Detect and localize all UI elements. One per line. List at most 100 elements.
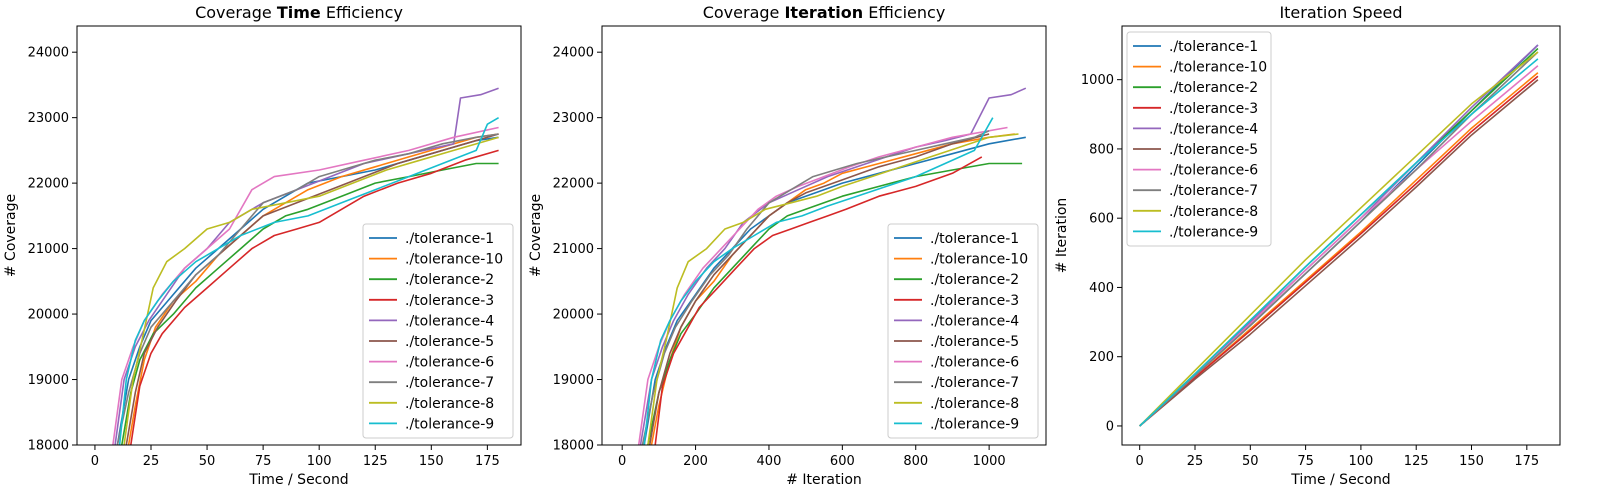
x-tick-label: 150 xyxy=(419,454,444,469)
legend-entry: ./tolerance-9 xyxy=(930,416,1019,432)
x-tick-label: 100 xyxy=(1348,454,1373,469)
y-tick-label: 21000 xyxy=(28,242,69,257)
x-tick-label: 175 xyxy=(475,454,500,469)
legend-box xyxy=(1126,31,1272,247)
legend-box xyxy=(887,223,1039,439)
y-tick-label: 600 xyxy=(1089,212,1114,227)
chart-title: Coverage Iteration Efficiency xyxy=(703,3,946,22)
legend-entry: ./tolerance-5 xyxy=(405,334,494,350)
x-tick-label: 800 xyxy=(903,454,928,469)
legend-entry: ./tolerance-6 xyxy=(930,355,1019,371)
chart-title-part: Coverage xyxy=(703,3,785,22)
legend-entry: ./tolerance-3 xyxy=(405,293,494,309)
y-tick-label: 200 xyxy=(1089,350,1114,365)
legend: ./tolerance-1 ./tolerance-10 ./tolerance-2… xyxy=(362,223,514,439)
legend-entry: ./tolerance-10 xyxy=(405,252,503,268)
legend-entry: ./tolerance-3 xyxy=(930,293,1019,309)
series-line-tolerance-7 xyxy=(1139,51,1539,427)
y-tick-label: 1000 xyxy=(1081,73,1114,88)
x-tick-label: 125 xyxy=(1404,454,1429,469)
series-line-tolerance-7 xyxy=(116,133,499,445)
legend-entry: ./tolerance-2 xyxy=(930,272,1019,288)
chart-title-bold: Time xyxy=(277,3,321,22)
plot-frame xyxy=(601,25,1047,446)
x-tick-label: 150 xyxy=(1459,454,1484,469)
y-tick-label: 18000 xyxy=(553,439,594,454)
chart-title: Iteration Speed xyxy=(1279,3,1402,22)
legend-entry: ./tolerance-3 xyxy=(1169,101,1258,117)
y-tick-label: 400 xyxy=(1089,281,1114,296)
chart-title-part: Efficiency xyxy=(321,3,403,22)
y-tick-label: 19000 xyxy=(28,373,69,388)
chart-title-part: Iteration Speed xyxy=(1279,3,1402,22)
series-line-tolerance-2 xyxy=(121,162,499,445)
legend-entry: ./tolerance-2 xyxy=(405,272,494,288)
legend-entry: ./tolerance-4 xyxy=(405,313,494,329)
legend-entry: ./tolerance-10 xyxy=(1169,60,1267,76)
x-tick-label: 50 xyxy=(1242,454,1259,469)
chart-title-bold: Iteration xyxy=(784,3,863,22)
legend-entry: ./tolerance-6 xyxy=(1169,163,1258,179)
series-line-tolerance-5 xyxy=(1139,79,1539,427)
x-axis-label: Time / Second xyxy=(248,472,348,488)
x-tick-label: 100 xyxy=(307,454,332,469)
x-tick-label: 0 xyxy=(618,454,626,469)
series-line-tolerance-5 xyxy=(648,133,990,445)
legend-entry: ./tolerance-1 xyxy=(930,231,1019,247)
y-tick-label: 20000 xyxy=(553,308,594,323)
y-tick-label: 24000 xyxy=(553,46,594,61)
series-line-tolerance-3 xyxy=(130,149,499,445)
chart-panel-3: 0 25 50 75 100 125 150 175 0 200 400 600 800 1000 Time… xyxy=(1054,3,1561,488)
legend-entry: ./tolerance-8 xyxy=(405,396,494,412)
y-tick-label: 23000 xyxy=(553,111,594,126)
x-tick-label: 25 xyxy=(143,454,160,469)
series-line-tolerance-5 xyxy=(125,133,499,445)
chart-title-part: Efficiency xyxy=(863,3,945,22)
x-tick-label: 125 xyxy=(363,454,388,469)
series-lines xyxy=(1139,44,1539,427)
y-tick-label: 21000 xyxy=(553,242,594,257)
y-tick-label: 23000 xyxy=(28,111,69,126)
legend-entry: ./tolerance-10 xyxy=(930,252,1028,268)
x-tick-label: 0 xyxy=(91,454,99,469)
y-axis-label: # Coverage xyxy=(528,194,544,277)
series-line-tolerance-8 xyxy=(1139,51,1539,427)
y-tick-label: 20000 xyxy=(28,308,69,323)
legend-entry: ./tolerance-5 xyxy=(1169,142,1258,158)
legend-entry: ./tolerance-5 xyxy=(930,334,1019,350)
y-tick-label: 22000 xyxy=(28,177,69,192)
legend-entry: ./tolerance-7 xyxy=(405,375,494,391)
series-line-tolerance-9 xyxy=(118,117,500,445)
y-tick-label: 22000 xyxy=(553,177,594,192)
x-tick-label: 50 xyxy=(199,454,216,469)
legend-entry: ./tolerance-9 xyxy=(405,416,494,432)
y-tick-label: 800 xyxy=(1089,142,1114,157)
legend-box xyxy=(362,223,514,439)
legend-entry: ./tolerance-9 xyxy=(1169,224,1258,240)
legend-entry: ./tolerance-4 xyxy=(1169,121,1258,137)
legend-entry: ./tolerance-1 xyxy=(405,231,494,247)
series-line-tolerance-3 xyxy=(654,156,983,445)
x-tick-label: 25 xyxy=(1187,454,1204,469)
chart-title-part: Coverage xyxy=(195,3,277,22)
series-line-tolerance-9 xyxy=(643,117,994,445)
plot-frame xyxy=(1121,25,1561,446)
y-tick-label: 18000 xyxy=(28,439,69,454)
series-lines xyxy=(112,87,500,445)
legend-entry: ./tolerance-6 xyxy=(405,355,494,371)
legend-entry: ./tolerance-7 xyxy=(930,375,1019,391)
legend-entry: ./tolerance-8 xyxy=(1169,204,1258,220)
legend: ./tolerance-1 ./tolerance-10 ./tolerance-2… xyxy=(887,223,1039,439)
x-tick-label: 200 xyxy=(683,454,708,469)
legend-entry: ./tolerance-7 xyxy=(1169,183,1258,199)
x-axis-label: # Iteration xyxy=(786,472,862,488)
chart-panel-1: 0 25 50 75 100 125 150 175 18000 19000 20000 21000 2… xyxy=(3,3,522,488)
series-line-tolerance-8 xyxy=(647,133,1019,445)
y-axis-label: # Coverage xyxy=(3,194,19,277)
legend: ./tolerance-1 ./tolerance-10 ./tolerance-2… xyxy=(1126,31,1272,247)
chart-title: Coverage Time Efficiency xyxy=(195,3,403,22)
legend-entry: ./tolerance-2 xyxy=(1169,80,1258,96)
x-tick-label: 600 xyxy=(830,454,855,469)
legend-entry: ./tolerance-8 xyxy=(930,396,1019,412)
